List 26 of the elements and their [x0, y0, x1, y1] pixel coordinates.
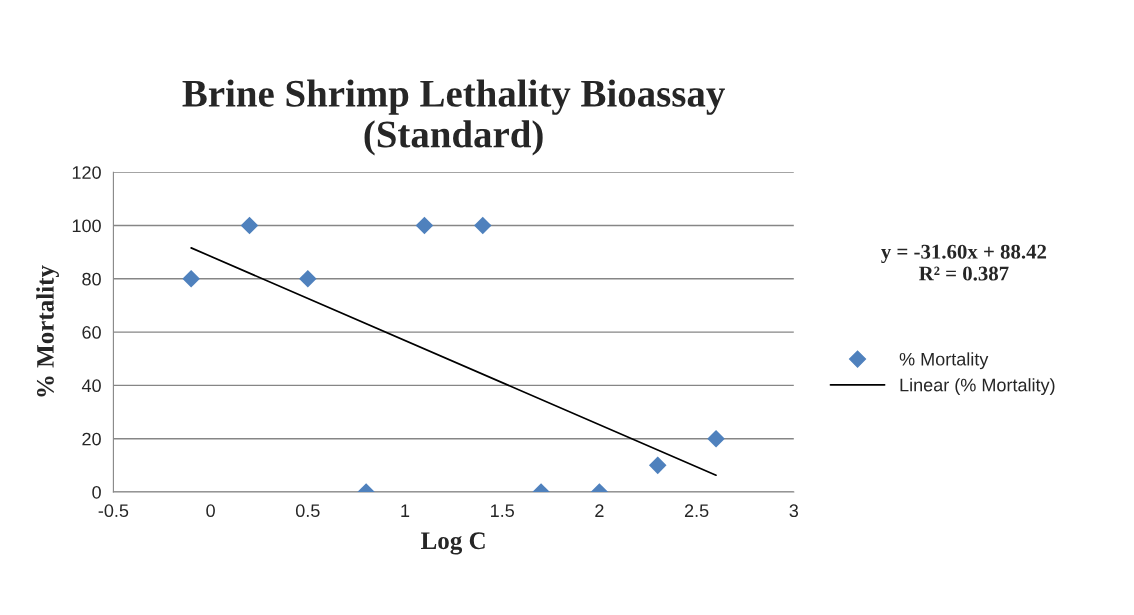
point	[299, 270, 317, 288]
x-tick-label: 0.5	[295, 504, 320, 518]
x-tick-label: 1	[401, 504, 410, 517]
chart-title: Brine Shrimp Lethality Bioassay (Standard)	[182, 79, 725, 156]
y-tick-label: 20	[82, 432, 101, 446]
legend-label: Linear (% Mortality)	[900, 378, 1055, 396]
text: y = -31.60x + 88.42 R² = 0.387	[881, 244, 1047, 281]
x-tick-label: 0	[206, 504, 215, 518]
y-tick-label: 40	[81, 379, 101, 393]
legend-label: % Mortality	[899, 352, 989, 370]
point	[473, 216, 492, 235]
y-tick-label: 80	[82, 272, 101, 286]
y-axis-title: % Mortality	[36, 265, 59, 397]
y-tick-label: 60	[82, 326, 101, 339]
point	[182, 270, 200, 288]
x-axis-title: Log C	[421, 532, 485, 555]
y-tick-label: 100	[72, 219, 101, 233]
x-tick-label: 1.5	[491, 504, 514, 518]
point	[240, 216, 259, 235]
x-tick-label: -0.5	[98, 504, 129, 518]
x-tick-label: 2.5	[684, 504, 709, 518]
y-tick-label: 120	[72, 166, 101, 179]
point	[415, 216, 434, 235]
x-tick-label: 3	[789, 504, 799, 518]
y-tick-label: 0	[92, 485, 101, 499]
x-tick-label: 2	[595, 504, 604, 517]
